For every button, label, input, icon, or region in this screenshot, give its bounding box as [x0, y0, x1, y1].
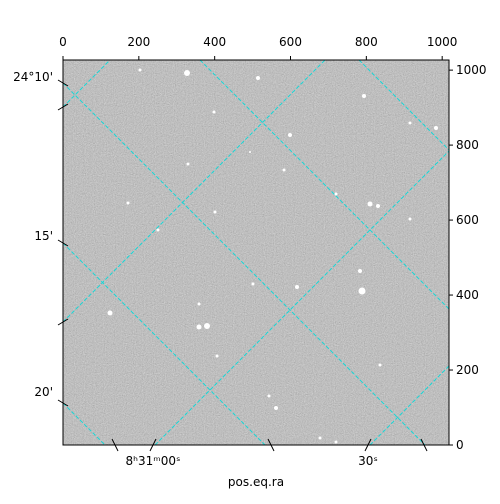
dec-tick-label: 24°10' [13, 70, 53, 84]
x-tick-label: 600 [279, 35, 302, 49]
y-tick-label: 1000 [456, 63, 487, 77]
y-tick-label: 0 [456, 438, 464, 452]
x-tick-label: 200 [127, 35, 150, 49]
sky-image [63, 60, 449, 445]
dec-tick-label: 20' [34, 385, 53, 399]
x-tick-label: 1000 [427, 35, 458, 49]
stars [107, 68, 438, 444]
world-grid [63, 60, 449, 445]
y-tick-label: 800 [456, 138, 479, 152]
y-tick-label: 400 [456, 288, 479, 302]
plot-frame [62, 59, 450, 446]
y-tick-label: 200 [456, 363, 479, 377]
x-tick-label: 400 [203, 35, 226, 49]
y-tick-label: 600 [456, 213, 479, 227]
x-tick-label: 0 [59, 35, 67, 49]
dec-tick-label: 15' [34, 229, 53, 243]
ra-tick-label: 30ˢ [358, 454, 378, 468]
x-tick-label: 800 [355, 35, 378, 49]
x-axis-label: pos.eq.ra [228, 475, 284, 489]
ra-tick-label: 8ʰ31ᵐ00ˢ [126, 454, 181, 468]
